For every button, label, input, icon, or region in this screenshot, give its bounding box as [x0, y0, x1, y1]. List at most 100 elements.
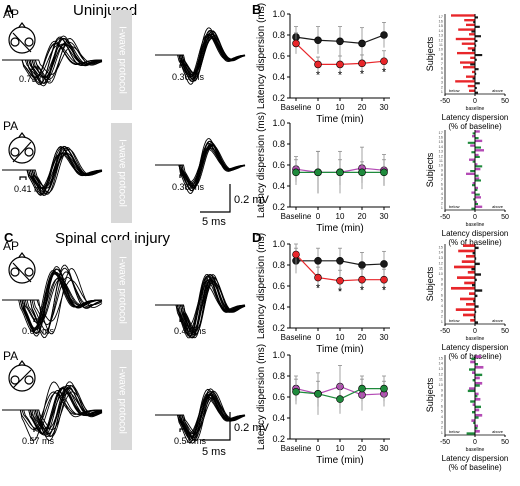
panel-label-a: A [4, 2, 14, 17]
bar [458, 28, 475, 31]
waveform-panel [2, 22, 246, 444]
bar [475, 397, 481, 401]
significance-star: * [338, 69, 343, 81]
subject-label: 1 [441, 319, 444, 324]
bar [460, 297, 475, 301]
subject-label: 3 [441, 308, 444, 313]
above-label: above [492, 429, 504, 434]
coil-label: AP [3, 239, 20, 253]
bar [475, 355, 481, 358]
bar [457, 276, 475, 279]
bar [475, 413, 483, 417]
subject-label: 16 [439, 134, 444, 139]
bar [475, 273, 481, 276]
subject-label: 1 [441, 89, 444, 94]
data-point [336, 60, 344, 69]
y-axis-label: Latency dispersion (ms) [256, 3, 267, 109]
bar [455, 37, 475, 41]
coil-label: PA [3, 119, 19, 133]
subject-label: 2 [441, 200, 444, 205]
x-tick-label: -50 [440, 98, 450, 105]
data-point [380, 384, 388, 393]
bar [475, 196, 481, 199]
below-label: below [449, 204, 460, 209]
latency-label: 0.54 ms [174, 436, 207, 446]
below-label: below [449, 88, 460, 93]
significance-star: * [382, 285, 387, 297]
bar [475, 262, 480, 266]
subject-label: 13 [439, 149, 444, 154]
latency-label: 0.67 ms [22, 326, 55, 336]
protocol-box: I-wave protocol [111, 10, 132, 110]
bar [460, 61, 475, 64]
x-tick-label: 50 [501, 439, 509, 446]
subject-label: 9 [441, 387, 444, 392]
subject-label: 2 [441, 314, 444, 319]
bar [475, 257, 477, 260]
bar [457, 51, 475, 55]
y-tick-label: 0.2 [272, 434, 285, 444]
subject-label: 15 [439, 139, 444, 144]
head-icon [8, 360, 36, 392]
subject-label: 11 [439, 266, 444, 271]
bar [475, 405, 481, 409]
bar [463, 313, 475, 317]
x-tick-label: 0 [316, 444, 321, 453]
bar [475, 163, 478, 166]
subject-label: 7 [441, 177, 444, 182]
bar [472, 182, 475, 185]
x-tick-label: -50 [440, 214, 450, 221]
y-tick-label: 0.8 [272, 260, 285, 270]
bar [475, 200, 477, 204]
bar [475, 205, 483, 208]
bar [475, 427, 478, 430]
subject-label: 15 [439, 355, 444, 360]
latency-label: 0.57 ms [22, 436, 55, 446]
bar [472, 379, 475, 382]
bar [475, 174, 479, 177]
x-tick-label: 50 [501, 98, 509, 105]
subject-label: 1 [441, 430, 444, 435]
bar [475, 202, 478, 206]
y-tick-label: 0.6 [272, 160, 285, 170]
x-tick-label: Baseline [281, 444, 312, 453]
subject-label: 2 [441, 425, 444, 430]
subject-label: 6 [441, 66, 444, 71]
subject-label: 10 [439, 382, 444, 387]
x-tick-label: Baseline [281, 103, 312, 112]
bar [455, 308, 475, 311]
bar [475, 86, 477, 90]
bar [451, 14, 475, 17]
bar [469, 33, 475, 36]
x-tick-label: Baseline [281, 333, 312, 342]
y-tick-label: 0.8 [272, 139, 285, 149]
bar [451, 286, 475, 290]
bar [471, 419, 475, 422]
bar [475, 310, 477, 314]
scale-voltage: 0.2 mV [234, 422, 269, 434]
x-tick-label: -50 [440, 439, 450, 446]
x-tick-label: 30 [380, 103, 389, 112]
subject-label: 8 [441, 56, 444, 61]
bar [470, 56, 475, 60]
subject-label: 5 [441, 70, 444, 75]
protocol-box: I-wave protocol [111, 350, 132, 450]
subject-label: 3 [441, 419, 444, 424]
data-point [292, 168, 300, 177]
subject-label: 14 [439, 250, 444, 255]
data-point [292, 250, 300, 259]
bar [467, 84, 475, 88]
head-icon [8, 132, 36, 164]
significance-star: * [360, 285, 365, 297]
waveform-trace [2, 270, 102, 333]
subject-label: 13 [439, 33, 444, 38]
bar [475, 44, 477, 47]
y-tick-label: 0.6 [272, 51, 285, 61]
bar [475, 54, 483, 57]
subject-label: 10 [439, 47, 444, 52]
y-tick-label: 1.0 [272, 118, 285, 128]
bar [470, 400, 475, 403]
x-axis-label: Time (min) [316, 114, 363, 125]
